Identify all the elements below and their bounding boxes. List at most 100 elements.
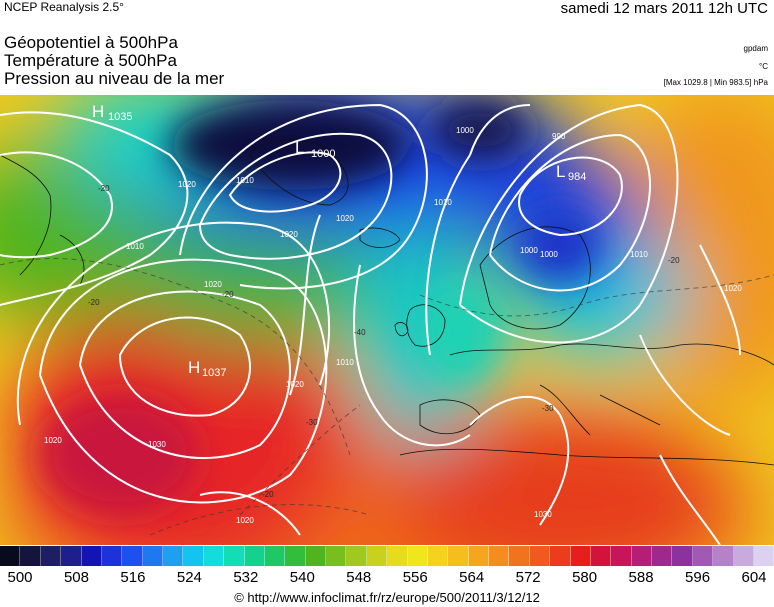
- scale-tick-label: 604: [741, 569, 767, 586]
- scale-tick-label: 516: [120, 569, 146, 586]
- scale-swatch: [631, 546, 652, 566]
- color-scale: [0, 546, 774, 566]
- center-high-1: H: [92, 102, 104, 121]
- scale-tick-label: 580: [572, 569, 598, 586]
- isotherm-label: -20: [222, 290, 234, 299]
- isotherm-label: -20: [98, 184, 110, 193]
- isotherms: [0, 258, 774, 536]
- scale-tick-label: 556: [402, 569, 428, 586]
- scale-swatch: [20, 546, 41, 566]
- scale-swatch: [387, 546, 408, 566]
- isobar-label: 1000: [456, 126, 474, 135]
- scale-swatch: [285, 546, 306, 566]
- isobars: [0, 103, 741, 545]
- isobar-labels: 1020 1010 1000 1020 1010 1000 990 1000 1…: [44, 126, 742, 525]
- pressure-center-labels: H 1035 L 1000 L 984 H 1037: [92, 102, 586, 379]
- scale-swatch: [611, 546, 632, 566]
- scale-swatch: [590, 546, 612, 566]
- isobar-label: 1000: [540, 250, 558, 259]
- scale-swatch: [468, 546, 489, 566]
- scale-tick-label: 564: [459, 569, 485, 586]
- scale-tick-label: 532: [233, 569, 259, 586]
- isobar-label: 1000: [520, 246, 538, 255]
- source-url: © http://www.infoclimat.fr/rz/europe/500…: [234, 590, 540, 605]
- scale-swatch: [529, 546, 551, 566]
- scale-ticks: 500 508 516 524 532 540 548 556 564 572 580 588 596 6…: [0, 569, 774, 587]
- isobar-label: 1020: [280, 230, 298, 239]
- isotherm-label: -30: [306, 418, 318, 427]
- isobar-label: 1010: [236, 176, 254, 185]
- units-temperature: °C: [759, 62, 768, 71]
- isobar-label: 1010: [126, 242, 144, 251]
- units-geopotential: gpdam: [743, 44, 768, 53]
- isotherm-labels: -20 -20 -20 -30 -40 -20 -20 -30: [88, 184, 680, 499]
- scale-swatch: [0, 546, 21, 566]
- source-label: NCEP Reanalysis 2.5°: [4, 0, 124, 14]
- max-min-pressure: [Max 1029.8 | Min 983.5] hPa: [663, 78, 768, 87]
- scale-swatch: [652, 546, 673, 566]
- scale-swatch: [427, 546, 449, 566]
- title-geopotential: Géopotentiel à 500hPa: [4, 33, 178, 52]
- date-label: samedi 12 mars 2011 12h UTC: [560, 0, 768, 17]
- scale-tick-label: 588: [628, 569, 654, 586]
- scale-tick-label: 500: [7, 569, 33, 586]
- scale-swatch: [163, 546, 184, 566]
- isotherm-label: -20: [88, 298, 100, 307]
- scale-swatch: [346, 546, 367, 566]
- scale-swatch: [101, 546, 123, 566]
- isobar-label: 1020: [724, 284, 742, 293]
- scale-swatch: [733, 546, 754, 566]
- scale-swatch: [692, 546, 714, 566]
- scale-swatch: [244, 546, 265, 566]
- scale-swatch: [550, 546, 571, 566]
- scale-tick-label: 548: [346, 569, 372, 586]
- title-pressure: Pression au niveau de la mer: [4, 69, 225, 88]
- isotherm-label: -30: [542, 404, 554, 413]
- scale-swatch: [448, 546, 469, 566]
- scale-swatch: [81, 546, 102, 566]
- isobar-label: 1020: [204, 280, 222, 289]
- isotherm-label: -40: [354, 328, 366, 337]
- center-low-2-value: 984: [568, 171, 586, 183]
- isobar-label: 1030: [534, 510, 552, 519]
- scale-tick-label: 572: [515, 569, 541, 586]
- scale-swatch: [40, 546, 62, 566]
- scale-swatch: [183, 546, 204, 566]
- isotherm-label: -20: [668, 256, 680, 265]
- isobar-label: 1020: [178, 180, 196, 189]
- scale-tick-label: 508: [63, 569, 89, 586]
- center-low-2: L: [556, 162, 565, 181]
- title-temperature: Température à 500hPa: [4, 51, 177, 70]
- isobar-label: 1010: [630, 250, 648, 259]
- scale-swatch: [122, 546, 143, 566]
- scale-swatch: [142, 546, 163, 566]
- isobar-label: 1020: [236, 516, 254, 525]
- scale-swatch: [509, 546, 530, 566]
- isobar-label: 1020: [286, 380, 304, 389]
- scale-swatch: [753, 546, 774, 566]
- center-high-1-value: 1035: [108, 111, 132, 123]
- scale-swatch: [570, 546, 591, 566]
- scale-swatch: [264, 546, 286, 566]
- isobar-label: 1010: [336, 358, 354, 367]
- isobar-label: 1030: [148, 440, 166, 449]
- coastlines: [0, 139, 774, 466]
- scale-tick-label: 524: [176, 569, 202, 586]
- isotherm-label: -20: [262, 490, 274, 499]
- scale-swatch: [305, 546, 326, 566]
- temperature-cores: [40, 100, 600, 515]
- scale-swatch: [713, 546, 734, 566]
- center-low-1-value: 1000: [311, 148, 335, 160]
- isobar-label: 1020: [44, 436, 62, 445]
- scale-swatch: [224, 546, 245, 566]
- scale-swatch: [203, 546, 225, 566]
- scale-swatch: [407, 546, 428, 566]
- scale-tick-label: 596: [685, 569, 711, 586]
- scale-tick-label: 540: [289, 569, 315, 586]
- scale-swatch: [366, 546, 388, 566]
- center-high-2: H: [188, 358, 200, 377]
- center-low-1: L: [295, 138, 304, 157]
- scale-swatch: [326, 546, 347, 566]
- isobar-label: 1010: [434, 198, 452, 207]
- weather-map: H 1035 L 1000 L 984 H 1037 1020 1010 100…: [0, 95, 774, 545]
